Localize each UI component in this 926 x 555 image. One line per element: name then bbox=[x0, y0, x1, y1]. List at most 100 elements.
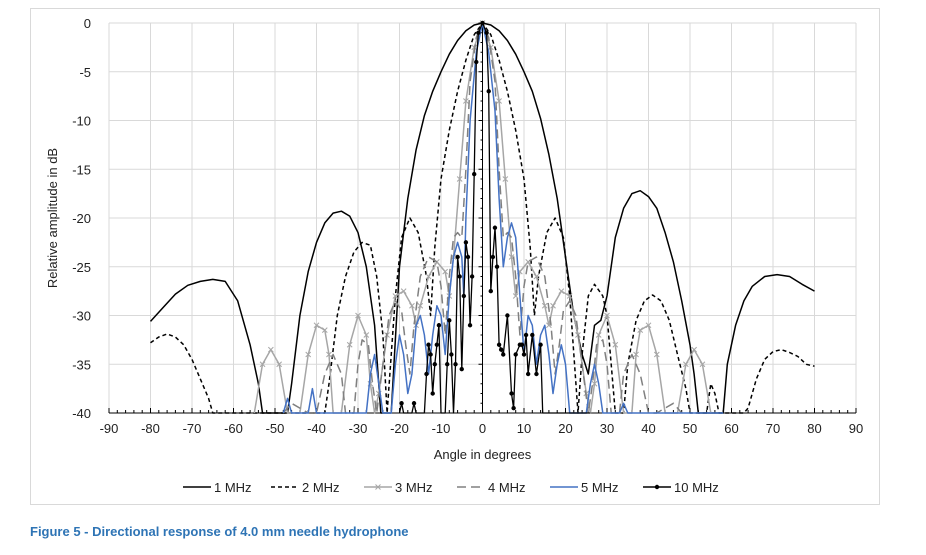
x-tick-label: 40 bbox=[641, 421, 655, 436]
series-group bbox=[149, 20, 815, 414]
x-marker bbox=[346, 341, 353, 348]
dot-marker bbox=[457, 274, 462, 279]
dot-marker bbox=[445, 362, 450, 367]
x-marker bbox=[363, 332, 370, 338]
x-marker bbox=[512, 293, 519, 299]
x-marker bbox=[691, 346, 698, 353]
dot-marker bbox=[509, 391, 514, 396]
series-10-mhz bbox=[398, 20, 591, 414]
dot-marker bbox=[474, 59, 479, 65]
x-marker bbox=[595, 332, 602, 338]
dot-marker bbox=[436, 323, 442, 328]
x-tick-label: 70 bbox=[766, 421, 780, 436]
y-tick-label: -5 bbox=[79, 65, 91, 80]
x-marker bbox=[355, 312, 361, 319]
x-marker bbox=[313, 322, 320, 329]
y-tick-label: -35 bbox=[72, 357, 91, 372]
directional-response-chart: -90 -80 -70 -60 -50 -40 -30 -20 -10 0 10 20 30 40 50 60… bbox=[45, 16, 863, 495]
x-tick-label: -10 bbox=[432, 421, 451, 436]
dot-marker bbox=[399, 401, 404, 406]
dot-marker bbox=[484, 30, 489, 35]
x-marker bbox=[541, 302, 548, 309]
x-marker bbox=[409, 302, 415, 309]
x-marker bbox=[496, 98, 502, 104]
x-marker bbox=[533, 273, 540, 280]
x-marker bbox=[633, 351, 639, 358]
dot-marker bbox=[501, 352, 506, 357]
legend-item: 5 MHz bbox=[550, 480, 619, 495]
x-marker bbox=[612, 341, 619, 348]
x-tick-label: -40 bbox=[307, 421, 326, 436]
dot-marker bbox=[476, 30, 481, 35]
dot-marker bbox=[472, 171, 477, 177]
y-tick-label: -40 bbox=[72, 406, 91, 421]
x-marker bbox=[566, 293, 573, 299]
x-marker bbox=[259, 361, 266, 368]
dot-marker bbox=[486, 89, 491, 94]
dot-marker bbox=[426, 342, 431, 347]
dot-marker bbox=[434, 342, 440, 347]
dot-marker bbox=[498, 347, 504, 352]
x-axis-title: Angle in degrees bbox=[434, 447, 532, 462]
dot-marker bbox=[523, 332, 529, 338]
x-tick-label: -90 bbox=[100, 421, 119, 436]
dot-marker bbox=[505, 313, 510, 318]
dot-marker bbox=[521, 352, 527, 357]
legend-item: 4 MHz bbox=[457, 480, 526, 495]
x-marker bbox=[550, 302, 556, 309]
dot-marker bbox=[511, 405, 516, 411]
x-tick-label: 30 bbox=[600, 421, 614, 436]
series-line bbox=[150, 22, 815, 414]
x-marker bbox=[699, 361, 706, 368]
legend-label: 2 MHz bbox=[302, 480, 340, 495]
x-tick-label: 60 bbox=[724, 421, 738, 436]
dot-marker bbox=[494, 264, 500, 269]
legend-label: 10 MHz bbox=[674, 480, 719, 495]
y-axis-title: Relative amplitude in dB bbox=[45, 148, 60, 288]
dot-marker bbox=[453, 362, 458, 367]
dot-marker bbox=[519, 342, 525, 347]
x-marker bbox=[637, 327, 644, 333]
series-2-mhz bbox=[150, 22, 815, 414]
legend-item: 10 MHz bbox=[643, 480, 719, 495]
x-marker bbox=[558, 288, 565, 294]
dot-marker bbox=[488, 288, 493, 294]
x-marker bbox=[442, 268, 449, 275]
dot-marker bbox=[530, 332, 535, 338]
dot-marker bbox=[480, 20, 485, 26]
dot-marker bbox=[447, 318, 452, 323]
dot-marker bbox=[534, 371, 539, 377]
dot-marker bbox=[465, 254, 471, 260]
x-tick-label: 0 bbox=[479, 421, 486, 436]
dot-marker bbox=[430, 391, 435, 396]
tick-labels: -90 -80 -70 -60 -50 -40 -30 -20 -10 0 10 20 30 40 50 60… bbox=[72, 16, 863, 436]
x-tick-label: 80 bbox=[807, 421, 821, 436]
x-marker bbox=[591, 380, 598, 387]
dot-marker bbox=[455, 254, 460, 260]
dot-marker bbox=[469, 274, 475, 279]
dot-marker bbox=[411, 401, 417, 406]
legend-label: 3 MHz bbox=[395, 480, 433, 495]
legend-item: 1 MHz bbox=[183, 480, 252, 495]
x-marker bbox=[502, 176, 509, 182]
dot-marker bbox=[449, 352, 454, 357]
y-tick-label: -25 bbox=[72, 260, 91, 275]
x-marker bbox=[463, 98, 469, 104]
dot-marker bbox=[463, 240, 469, 245]
x-marker bbox=[321, 327, 328, 333]
legend: 1 MHz 2 MHz 3 MHz 4 MHz 5 MHz 10 MHz bbox=[183, 480, 719, 495]
dot-marker bbox=[513, 352, 518, 357]
dot-marker bbox=[654, 484, 660, 490]
dot-marker bbox=[428, 352, 433, 357]
y-tick-label: -10 bbox=[72, 114, 91, 129]
dot-marker bbox=[538, 342, 543, 347]
x-marker bbox=[276, 361, 283, 368]
dot-marker bbox=[424, 371, 429, 377]
y-tick-label: -20 bbox=[72, 211, 91, 226]
series-line bbox=[149, 22, 815, 414]
figure-caption: Figure 5 - Directional response of 4.0 m… bbox=[30, 524, 409, 539]
dot-marker bbox=[459, 366, 464, 372]
x-marker bbox=[682, 361, 689, 368]
dot-marker bbox=[492, 225, 498, 230]
x-tick-label: 50 bbox=[683, 421, 697, 436]
